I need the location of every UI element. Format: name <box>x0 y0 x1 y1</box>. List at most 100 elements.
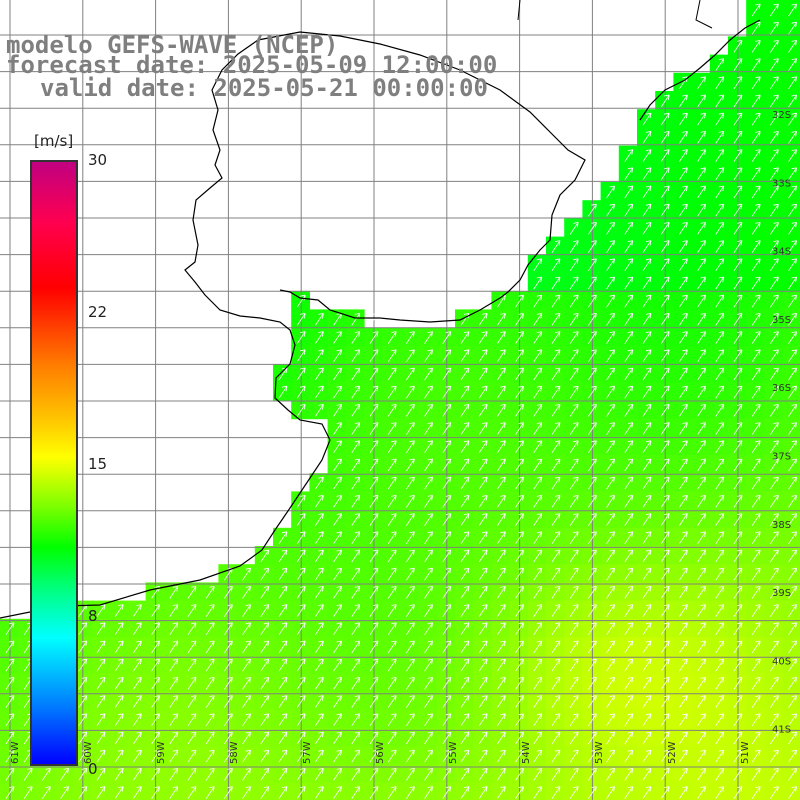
wind-arrow <box>770 240 779 253</box>
wind-cell <box>782 18 800 37</box>
wind-cell <box>400 436 420 456</box>
wind-cell <box>345 527 365 547</box>
wind-cell <box>491 637 511 656</box>
wind-cell <box>109 618 128 638</box>
wind-arrow <box>697 240 706 253</box>
wind-cell <box>728 637 747 656</box>
wind-arrow <box>224 695 233 708</box>
wind-cell <box>782 691 800 711</box>
wind-cell <box>709 673 729 693</box>
wind-arrow <box>697 76 706 90</box>
wind-cell <box>127 746 147 765</box>
wind-arrow <box>770 604 779 617</box>
wind-arrow <box>679 549 688 563</box>
wind-cell <box>254 618 274 638</box>
wind-arrow <box>224 768 233 781</box>
wind-cell <box>600 546 620 565</box>
wind-arrow <box>151 622 160 636</box>
wind-cell <box>764 600 784 620</box>
forecast-date: forecast date: 2025-05-09 12:00:00 <box>6 51 498 79</box>
wind-arrow <box>733 112 743 126</box>
wind-cell <box>273 546 292 565</box>
wind-cell <box>582 655 602 674</box>
wind-arrow <box>442 695 452 708</box>
wind-arrow <box>424 513 433 526</box>
wind-cell <box>0 673 19 693</box>
wind-arrow <box>569 313 579 326</box>
wind-cell <box>109 709 128 729</box>
wind-arrow <box>551 695 561 708</box>
wind-arrow <box>387 749 397 763</box>
wind-arrow <box>660 167 670 181</box>
wind-arrow <box>679 422 688 435</box>
wind-arrow <box>5 713 15 727</box>
wind-arrow <box>733 185 743 199</box>
wind-arrow <box>369 440 379 454</box>
wind-arrow <box>387 640 397 654</box>
wind-cell <box>691 364 711 383</box>
wind-cell <box>637 546 656 565</box>
wind-cell <box>418 527 438 547</box>
wind-cell <box>564 273 583 292</box>
wind-cell <box>637 273 656 292</box>
wind-arrow <box>260 604 270 617</box>
wind-cell <box>782 91 800 110</box>
wind-arrow <box>260 768 270 781</box>
wind-cell <box>691 746 711 765</box>
wind-cell <box>546 691 565 711</box>
wind-cell <box>455 400 474 420</box>
wind-arrow <box>660 440 670 454</box>
wind-cell <box>109 782 128 800</box>
wind-cell <box>364 709 383 729</box>
wind-arrow <box>278 658 288 672</box>
wind-arrow <box>296 677 306 690</box>
wind-cell <box>728 527 747 547</box>
wind-arrow <box>642 222 652 235</box>
wind-cell <box>455 364 474 383</box>
wind-arrow <box>733 695 743 708</box>
wind-cell <box>491 618 511 638</box>
wind-cell <box>728 418 747 438</box>
wind-arrow <box>606 294 615 308</box>
wind-arrow <box>751 313 761 326</box>
wind-cell <box>145 709 165 729</box>
wind-cell <box>400 546 420 565</box>
wind-cell <box>709 491 729 511</box>
wind-arrow <box>660 513 670 526</box>
wind-arrow <box>260 549 270 563</box>
wind-arrow <box>351 440 361 454</box>
wind-arrow <box>278 622 288 636</box>
wind-cell <box>618 163 638 183</box>
wind-cell <box>400 600 420 620</box>
wind-cell <box>728 473 747 492</box>
wind-arrow <box>569 440 579 454</box>
wind-arrow <box>387 604 397 617</box>
wind-cell <box>637 200 656 219</box>
wind-arrow <box>169 622 179 636</box>
wind-cell <box>655 218 674 238</box>
wind-cell <box>0 637 19 656</box>
wind-arrow <box>733 240 743 253</box>
wind-arrow <box>569 622 579 636</box>
wind-cell <box>418 345 438 365</box>
wind-cell <box>600 418 620 438</box>
wind-arrow <box>624 731 634 745</box>
wind-cell <box>655 291 674 310</box>
wind-cell <box>145 782 165 800</box>
wind-cell <box>182 618 201 638</box>
wind-arrow <box>515 604 524 617</box>
wind-cell <box>746 91 765 110</box>
wind-arrow <box>606 458 615 472</box>
wind-cell <box>691 127 711 147</box>
wind-cell <box>273 746 292 765</box>
wind-cell <box>655 564 674 583</box>
wind-arrow <box>515 349 524 363</box>
lon-label: 55W <box>448 741 459 764</box>
wind-arrow <box>715 258 725 272</box>
wind-arrow <box>351 513 361 526</box>
wind-arrow <box>642 567 652 581</box>
wind-cell <box>637 709 656 729</box>
wind-cell <box>673 200 693 219</box>
wind-arrow <box>187 786 197 799</box>
wind-arrow <box>369 458 379 472</box>
